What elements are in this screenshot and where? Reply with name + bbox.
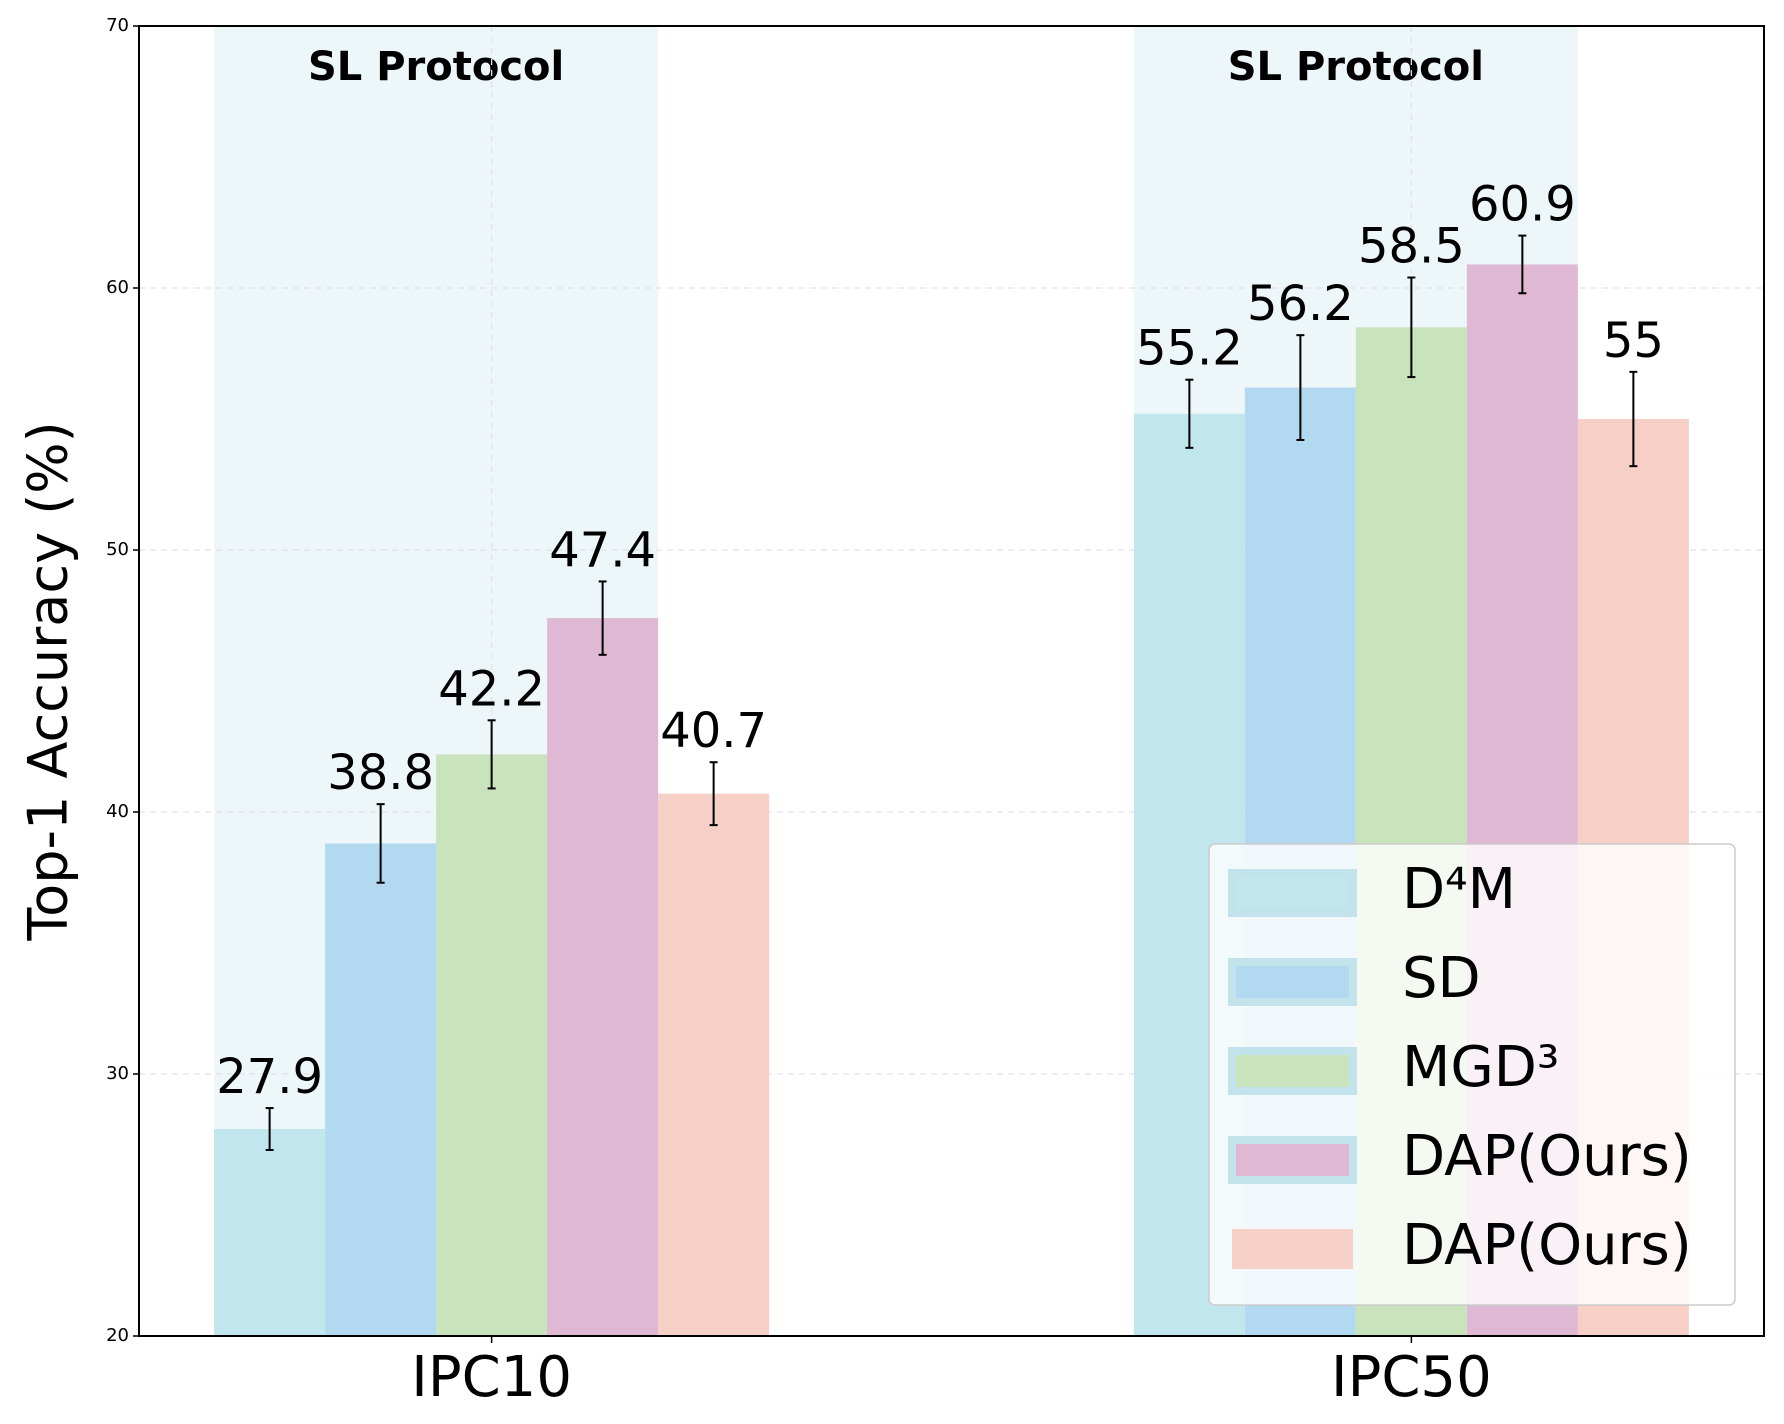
y-tick-label: 50 xyxy=(106,539,129,560)
error-bar xyxy=(487,719,496,790)
legend-swatch xyxy=(1228,1047,1357,1095)
value-label: 56.2 xyxy=(1247,276,1354,332)
y-tick-label: 40 xyxy=(106,801,129,822)
error-bar xyxy=(1407,276,1416,379)
legend-label: DAP(Ours) xyxy=(1402,1124,1692,1189)
legend-label: MGD³ xyxy=(1402,1035,1559,1100)
legend-swatch xyxy=(1232,1229,1353,1269)
legend-label: DAP(Ours) xyxy=(1402,1213,1692,1278)
value-label: 55.2 xyxy=(1136,321,1243,377)
value-label: 60.9 xyxy=(1469,177,1576,233)
y-tick-label: 30 xyxy=(106,1063,129,1084)
bar xyxy=(547,618,659,1336)
value-label: 42.2 xyxy=(438,661,545,717)
error-bar xyxy=(1185,378,1194,449)
error-bar xyxy=(709,761,718,827)
error-bar xyxy=(1629,370,1638,468)
error-bar xyxy=(376,803,385,884)
plot-frame xyxy=(138,25,1765,1337)
y-tick-label: 20 xyxy=(106,1325,129,1346)
error-bar xyxy=(1518,234,1527,295)
bar xyxy=(214,1129,326,1336)
y-tick-label: 70 xyxy=(106,15,129,36)
y-tick-label: 60 xyxy=(106,277,129,298)
error-bar xyxy=(265,1107,274,1151)
bar xyxy=(658,793,770,1336)
value-label: 27.9 xyxy=(216,1049,323,1105)
legend-swatch xyxy=(1228,958,1357,1006)
annotation: SL Protocol xyxy=(1228,44,1484,90)
legend-label: SD xyxy=(1402,946,1481,1011)
legend-label: D⁴M xyxy=(1402,857,1516,922)
value-label: 40.7 xyxy=(660,703,767,759)
value-label: 38.8 xyxy=(327,745,434,801)
value-label: 47.4 xyxy=(549,522,656,578)
legend-swatch xyxy=(1228,1136,1357,1184)
annotation: SL Protocol xyxy=(308,44,564,90)
x-tick-label: IPC50 xyxy=(1331,1345,1492,1410)
value-label: 55 xyxy=(1603,313,1664,369)
legend-swatch xyxy=(1228,869,1357,917)
error-bar xyxy=(598,580,607,656)
bar xyxy=(436,754,548,1336)
x-tick-label: IPC10 xyxy=(411,1345,572,1410)
bar xyxy=(325,843,437,1336)
y-axis-label: Top-1 Accuracy (%) xyxy=(17,421,80,941)
value-label: 58.5 xyxy=(1358,219,1465,275)
error-bar xyxy=(1296,334,1305,441)
